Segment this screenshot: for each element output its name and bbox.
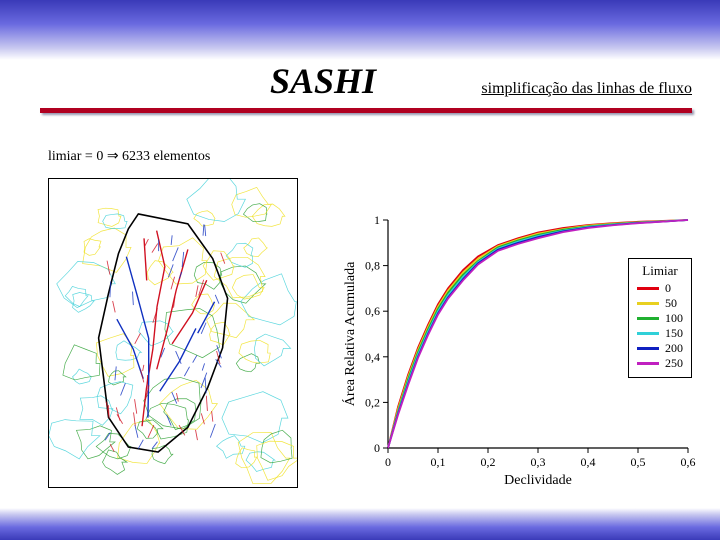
svg-text:0,5: 0,5 <box>631 455 646 469</box>
svg-text:0,3: 0,3 <box>531 455 546 469</box>
legend-label: 150 <box>665 326 683 341</box>
legend-swatch <box>637 332 659 335</box>
svg-text:0,4: 0,4 <box>581 455 596 469</box>
legend-row: 250 <box>637 356 683 371</box>
svg-text:0,4: 0,4 <box>365 350 380 364</box>
map-panel <box>48 178 298 488</box>
legend-swatch <box>637 317 659 320</box>
svg-text:0,8: 0,8 <box>365 259 380 273</box>
legend-label: 50 <box>665 296 677 311</box>
legend-swatch <box>637 362 659 365</box>
legend-label: 200 <box>665 341 683 356</box>
chart-legend: Limiar 050100150200250 <box>628 258 692 378</box>
svg-text:0,2: 0,2 <box>481 455 496 469</box>
legend-row: 0 <box>637 281 683 296</box>
y-axis-label: Área Relativa Acumulada <box>341 261 358 406</box>
caption-text: limiar = 0 ⇒ 6233 elementos <box>48 148 210 165</box>
legend-row: 50 <box>637 296 683 311</box>
x-axis-label: Declividade <box>504 473 572 488</box>
header: SASHI simplificação das linhas de fluxo <box>0 60 720 102</box>
svg-text:0,6: 0,6 <box>365 304 380 318</box>
legend-label: 250 <box>665 356 683 371</box>
page-title: SASHI <box>270 60 376 102</box>
svg-text:1: 1 <box>374 213 380 227</box>
svg-text:0,1: 0,1 <box>431 455 446 469</box>
legend-swatch <box>637 287 659 290</box>
svg-text:0,6: 0,6 <box>681 455 696 469</box>
legend-label: 100 <box>665 311 683 326</box>
legend-label: 0 <box>665 281 671 296</box>
legend-row: 100 <box>637 311 683 326</box>
chart-panel: 0 0,1 0,2 0,3 0,4 0,5 0,6 0 0,2 0,4 0,6 0,8 1 Decliv… <box>340 210 700 490</box>
header-rule <box>40 108 692 113</box>
legend-row: 200 <box>637 341 683 356</box>
map-svg <box>49 179 297 487</box>
legend-swatch <box>637 302 659 305</box>
top-gradient <box>0 0 720 60</box>
bottom-gradient <box>0 508 720 540</box>
svg-text:0,2: 0,2 <box>365 395 380 409</box>
svg-text:0: 0 <box>385 455 391 469</box>
legend-swatch <box>637 347 659 350</box>
page-subtitle: simplificação das linhas de fluxo <box>481 80 692 98</box>
svg-text:0: 0 <box>374 441 380 455</box>
legend-title: Limiar <box>637 263 683 279</box>
legend-row: 150 <box>637 326 683 341</box>
